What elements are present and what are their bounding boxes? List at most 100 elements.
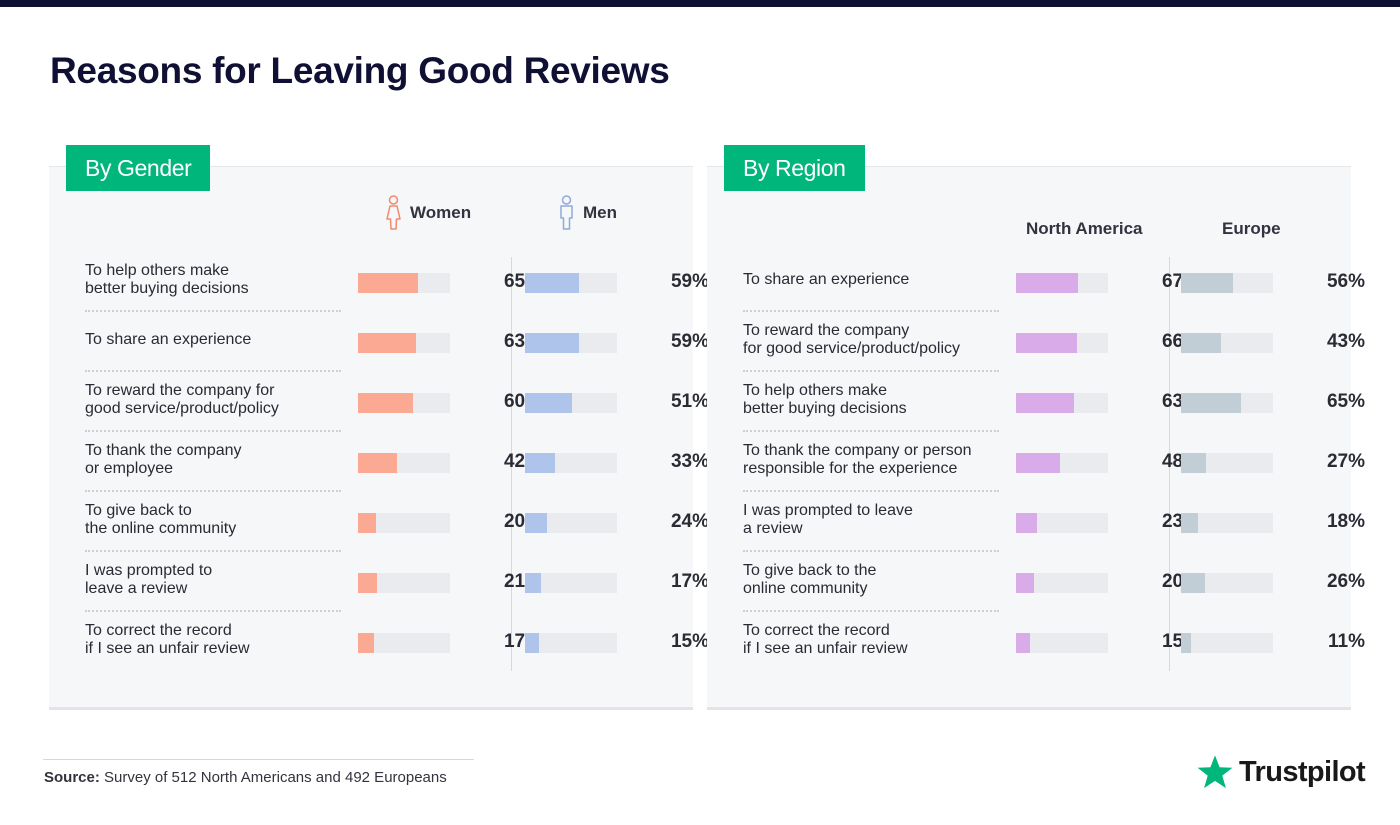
bar-women (358, 273, 418, 293)
category-label: To help others make better buying decisi… (85, 262, 249, 297)
bar-track (1016, 453, 1108, 473)
bar-women (358, 453, 397, 473)
value-label: 26% (1326, 571, 1365, 592)
column-divider (511, 257, 512, 671)
bar-track (525, 633, 617, 653)
row-separator (85, 310, 341, 312)
bar-track (358, 513, 450, 533)
bar-men (525, 513, 548, 533)
bar-women (358, 633, 374, 653)
man-icon (560, 195, 573, 230)
woman-icon (386, 195, 401, 230)
bar-track (1016, 513, 1108, 533)
category-label: To correct the record if I see an unfair… (85, 622, 250, 657)
region-tab-prefix: By (743, 155, 770, 181)
row-separator (85, 550, 341, 552)
women-column-header: Women (385, 195, 471, 231)
bar-men (525, 393, 572, 413)
north-america-column-header: North America (1026, 219, 1143, 239)
bar-track (1016, 393, 1108, 413)
bar-track (525, 513, 617, 533)
category-label: To share an experience (743, 271, 910, 288)
row-separator (85, 370, 341, 372)
men-column-header: Men (558, 195, 617, 231)
bar-women (358, 333, 416, 353)
bar-track (1181, 513, 1273, 533)
category-label: I was prompted to leave a review (85, 562, 213, 597)
category-label: To give back to the online community (743, 562, 877, 597)
row-separator (743, 550, 999, 552)
bar-europe (1181, 333, 1221, 353)
bar-track (358, 393, 450, 413)
value-label: 18% (1326, 511, 1365, 532)
north-america-label: North America (1026, 219, 1143, 238)
row-separator (743, 430, 999, 432)
value-label: 56% (1326, 271, 1365, 292)
bar-track (1016, 273, 1108, 293)
bar-track (1181, 633, 1273, 653)
category-label: To reward the company for good service/p… (743, 322, 960, 357)
bar-men (525, 273, 580, 293)
value-label: 11% (1328, 631, 1365, 652)
value-label: 17% (670, 571, 709, 592)
row-separator (743, 610, 999, 612)
gender-tab-word: Gender (117, 155, 192, 181)
bar-track (1016, 333, 1108, 353)
footer-divider (43, 759, 474, 760)
bar-north-america (1016, 453, 1061, 473)
women-label: Women (410, 203, 472, 222)
bar-track (1181, 453, 1273, 473)
bar-north-america (1016, 393, 1074, 413)
source-note: Source: Survey of 512 North Americans an… (44, 769, 447, 786)
category-label: To thank the company or employee (85, 442, 242, 477)
bar-track (358, 453, 450, 473)
bar-men (525, 453, 556, 473)
bar-north-america (1016, 633, 1030, 653)
bar-track (525, 273, 617, 293)
gender-tab: By Gender (66, 145, 211, 191)
row-separator (85, 610, 341, 612)
row-separator (743, 310, 999, 312)
star-icon (1197, 755, 1233, 789)
brand-name: Trustpilot (1239, 755, 1366, 788)
category-label: To correct the record if I see an unfair… (743, 622, 908, 657)
region-panel: By Region North America Europe To share … (707, 145, 1365, 710)
bar-track (358, 273, 450, 293)
bar-europe (1181, 633, 1192, 653)
value-label: 15% (670, 631, 709, 652)
value-label: 24% (670, 511, 709, 532)
bar-women (358, 573, 378, 593)
bar-men (525, 333, 580, 353)
bar-europe (1181, 273, 1233, 293)
bar-track (1181, 573, 1273, 593)
bar-track (1181, 393, 1273, 413)
bar-north-america (1016, 573, 1035, 593)
top-bar (0, 0, 1400, 7)
trustpilot-logo: Trustpilot (1196, 753, 1366, 791)
region-tab-word: Region (775, 155, 846, 181)
value-label: 65% (1326, 391, 1365, 412)
row-separator (743, 490, 999, 492)
bar-track (1016, 633, 1108, 653)
value-label: 33% (670, 451, 709, 472)
bar-north-america (1016, 513, 1038, 533)
bar-track (358, 633, 450, 653)
bar-track (358, 573, 450, 593)
category-label: To help others make better buying decisi… (743, 382, 907, 417)
bar-track (1181, 333, 1273, 353)
row-separator (85, 490, 341, 492)
gender-tab-prefix: By (85, 155, 112, 181)
value-label: 59% (670, 331, 709, 352)
europe-column-header: Europe (1222, 219, 1281, 239)
page-title: Reasons for Leaving Good Reviews (50, 50, 670, 91)
row-separator (85, 430, 341, 432)
bar-track (525, 573, 617, 593)
men-label: Men (583, 203, 617, 222)
bar-europe (1181, 393, 1241, 413)
bar-women (358, 393, 414, 413)
bar-track (358, 333, 450, 353)
bar-track (1181, 273, 1273, 293)
bar-women (358, 513, 377, 533)
bar-europe (1181, 573, 1205, 593)
value-label: 51% (670, 391, 709, 412)
